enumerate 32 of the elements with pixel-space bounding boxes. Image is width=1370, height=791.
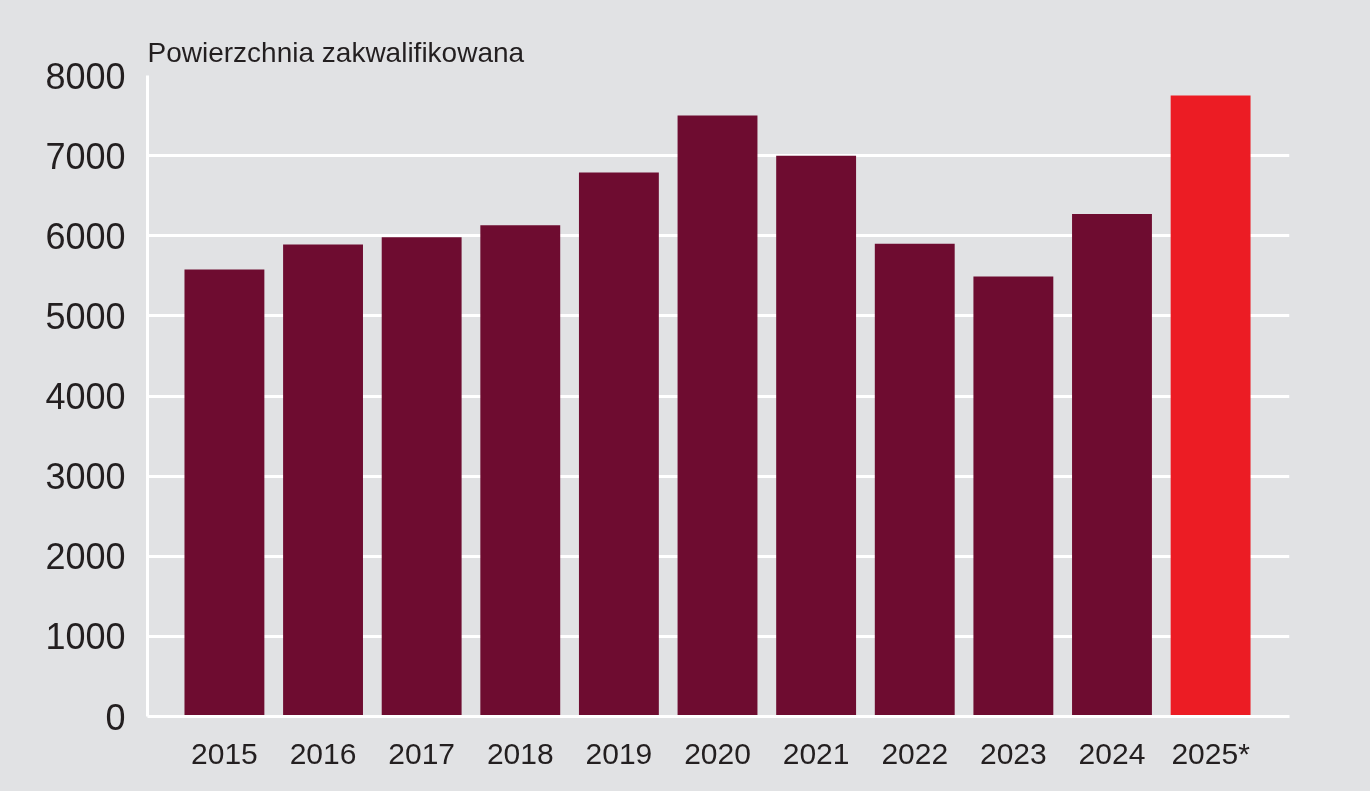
x-tick-label: 2019: [585, 736, 653, 770]
y-tick-label: 4000: [45, 376, 126, 417]
bar: [1170, 95, 1251, 717]
bar: [874, 243, 955, 717]
x-tick-label: 2022: [881, 736, 949, 770]
y-tick-label: 6000: [45, 215, 126, 257]
y-axis-title: Powierzchnia zakwalifikowana: [147, 36, 525, 68]
x-tick-label: 2015: [191, 736, 258, 770]
x-tick-label: 2024: [1078, 736, 1146, 770]
x-tick-label: 2016: [289, 736, 357, 770]
bar: [283, 244, 363, 717]
bar: [973, 276, 1054, 717]
bar: [480, 225, 561, 717]
y-tick-label: 0: [105, 696, 126, 738]
y-tick-label: 8000: [45, 55, 126, 97]
bar: [1072, 214, 1152, 717]
y-tick-label: 5000: [45, 295, 126, 337]
y-tick-label: 3000: [45, 456, 126, 498]
x-tick-label: 2023: [980, 736, 1047, 770]
x-tick-label: 2018: [486, 736, 554, 770]
bar: [677, 115, 758, 717]
x-tick-label: 2021: [782, 736, 850, 770]
bar: [381, 237, 462, 717]
bar: [578, 172, 659, 717]
y-tick-label: 1000: [45, 616, 126, 658]
bar: [776, 155, 857, 717]
x-tick-label: 2017: [388, 736, 456, 770]
y-tick-label: 7000: [45, 135, 126, 177]
y-tick-label: 2000: [45, 536, 126, 578]
x-tick-label: 2020: [684, 736, 751, 770]
x-tick-label: 2025*: [1171, 736, 1251, 770]
bar: [184, 269, 265, 717]
